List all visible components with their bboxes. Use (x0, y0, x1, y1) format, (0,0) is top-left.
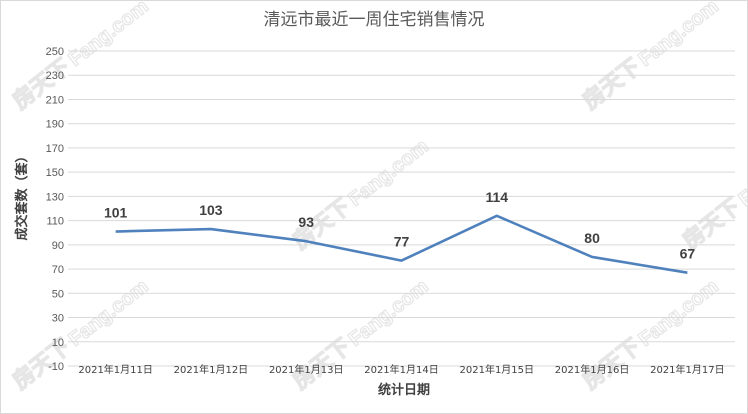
x-axis-title: 统计日期 (378, 382, 430, 398)
data-label: 67 (680, 246, 696, 262)
x-tick-label: 2021年1月12日 (174, 363, 249, 376)
watermark-layer: 房天下Fang.com房天下Fang.com房天下Fang.com房天下Fang… (7, 0, 748, 396)
y-tick-label: 170 (46, 143, 64, 155)
watermark-en: Fang.com (635, 0, 723, 71)
watermark-cn: 房天下 (578, 54, 646, 115)
y-tick-label: 110 (46, 216, 64, 228)
watermark-en: Fang.com (65, 0, 153, 71)
data-label: 77 (394, 234, 410, 250)
data-label: 101 (104, 205, 128, 221)
watermark-en: Fang.com (345, 275, 433, 350)
watermark-en: Fang.com (345, 135, 433, 210)
watermark-en: Fang.com (735, 135, 748, 210)
y-tick-label: 50 (52, 288, 64, 300)
x-tick-label: 2021年1月14日 (364, 363, 439, 376)
x-tick-label: 2021年1月15日 (460, 363, 535, 376)
y-tick-label: -10 (48, 361, 64, 373)
chart-title: 清远市最近一周住宅销售情况 (264, 10, 485, 30)
y-tick-label: 30 (52, 313, 64, 325)
gridlines (68, 50, 735, 367)
y-tick-label: 90 (52, 240, 64, 252)
data-labels: 101 103 93 77 114 80 67 (104, 189, 695, 262)
x-axis-ticks: 2021年1月11日 2021年1月12日 2021年1月13日 2021年1月14日… (78, 363, 724, 376)
watermark-en: Fang.com (635, 275, 723, 350)
y-tick-label: 210 (46, 94, 64, 106)
watermark-cn: 房天下 (8, 334, 76, 395)
watermark-en: Fang.com (65, 275, 153, 350)
data-label: 80 (584, 230, 600, 246)
series-line (115, 214, 688, 274)
y-tick-label: 70 (52, 264, 64, 276)
x-tick-label: 2021年1月11日 (78, 363, 153, 376)
data-label: 93 (298, 214, 314, 230)
x-tick-label: 2021年1月13日 (269, 363, 344, 376)
y-tick-label: 250 (46, 46, 64, 58)
y-tick-label: 150 (46, 167, 64, 179)
x-tick-label: 2021年1月17日 (650, 363, 725, 376)
series-line-path (115, 214, 688, 274)
data-label: 103 (199, 202, 223, 218)
y-tick-label: 10 (52, 337, 64, 349)
y-tick-label: 230 (46, 70, 64, 82)
x-tick-label: 2021年1月16日 (555, 363, 630, 376)
y-tick-label: 190 (46, 119, 64, 131)
y-axis-ticks: -10 10 30 50 70 90 110 130 150 170 190 210 230 250 (46, 46, 64, 373)
y-tick-label: 130 (46, 191, 64, 203)
watermark-cn: 房天下 (8, 54, 76, 115)
y-axis-title: 成交套数（套） (14, 149, 30, 240)
data-label: 114 (485, 189, 508, 205)
